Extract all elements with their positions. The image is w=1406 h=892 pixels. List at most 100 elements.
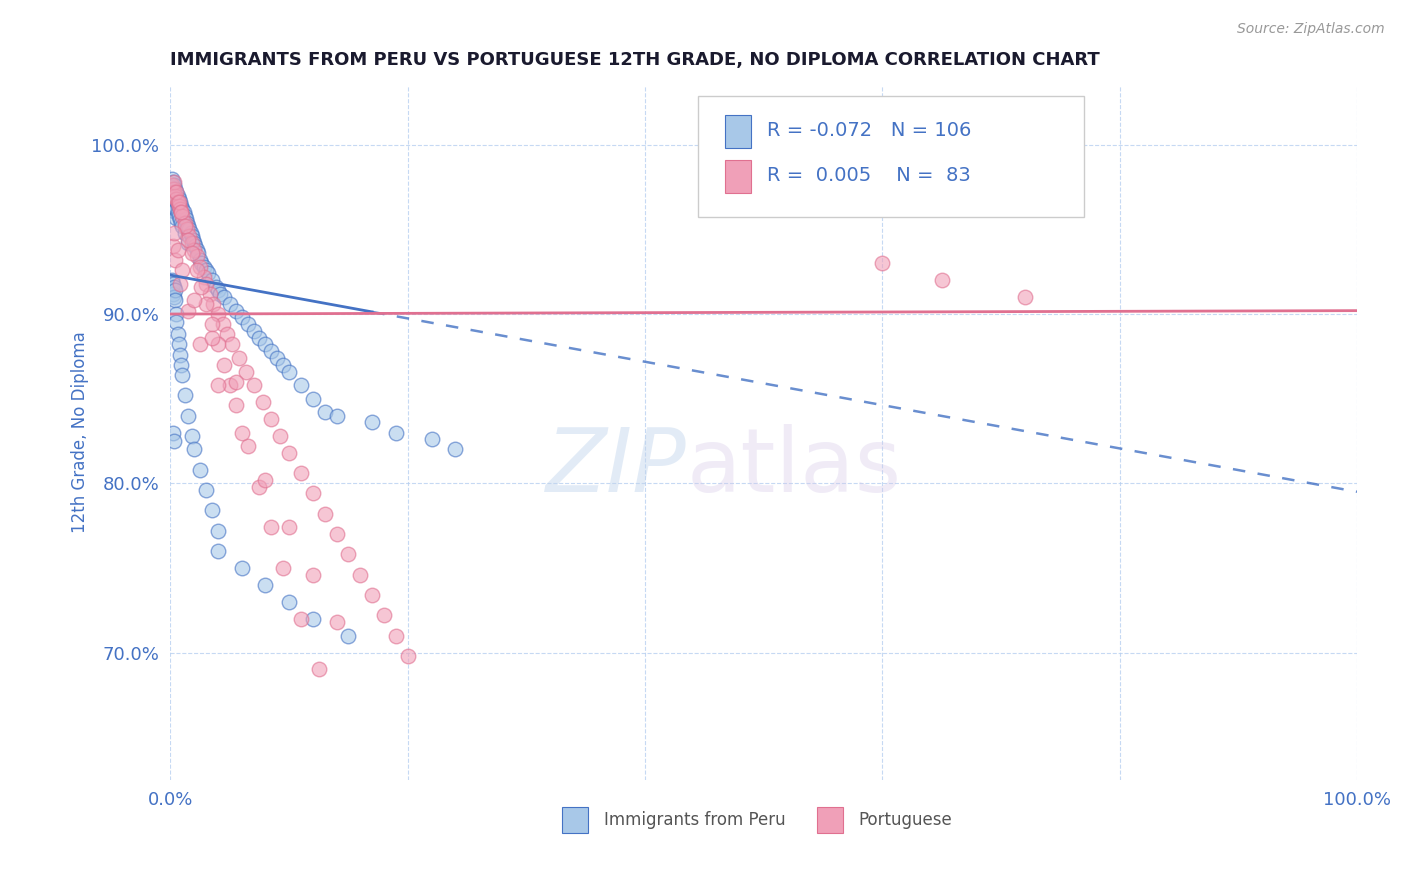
Point: [165, 199, 187, 213]
Point: [207, 283, 229, 297]
Point: [188, 337, 211, 351]
Point: [201, 273, 224, 287]
Point: [184, 239, 207, 253]
Text: R = -0.072   N = 106: R = -0.072 N = 106: [768, 121, 972, 140]
Point: [195, 277, 218, 291]
Point: [236, 317, 259, 331]
Point: [166, 197, 188, 211]
Point: [183, 442, 205, 457]
Point: [162, 239, 184, 253]
Point: [225, 399, 247, 413]
Point: [231, 561, 253, 575]
Point: [872, 256, 894, 270]
Point: [186, 243, 208, 257]
Point: [165, 185, 187, 199]
Point: [163, 203, 186, 218]
Text: ZIP: ZIP: [546, 425, 686, 510]
Point: [337, 629, 360, 643]
Point: [165, 316, 187, 330]
Point: [198, 286, 221, 301]
Point: [166, 188, 188, 202]
Point: [165, 188, 187, 202]
Point: [187, 246, 209, 260]
Point: [228, 351, 250, 365]
Point: [163, 178, 186, 193]
Point: [172, 209, 194, 223]
Point: [172, 219, 194, 233]
Point: [162, 192, 184, 206]
Point: [212, 290, 235, 304]
Text: Portuguese: Portuguese: [859, 811, 952, 829]
Point: [173, 216, 195, 230]
Point: [163, 195, 186, 210]
Point: [183, 293, 205, 308]
Point: [231, 425, 253, 440]
Point: [177, 235, 200, 250]
Point: [420, 432, 443, 446]
Point: [165, 185, 187, 199]
Point: [278, 595, 301, 609]
Point: [169, 348, 191, 362]
Point: [169, 195, 191, 210]
Point: [165, 252, 187, 267]
Point: [207, 337, 229, 351]
Point: [202, 297, 225, 311]
Point: [165, 192, 187, 206]
Point: [163, 186, 186, 201]
Point: [167, 200, 190, 214]
Point: [160, 188, 183, 202]
Point: [266, 351, 288, 365]
Point: [302, 612, 325, 626]
Point: [290, 378, 312, 392]
Point: [160, 197, 183, 211]
Point: [177, 303, 200, 318]
Point: [163, 185, 186, 199]
Point: [242, 378, 264, 392]
Point: [163, 175, 186, 189]
Point: [252, 395, 274, 409]
Text: IMMIGRANTS FROM PERU VS PORTUGUESE 12TH GRADE, NO DIPLOMA CORRELATION CHART: IMMIGRANTS FROM PERU VS PORTUGUESE 12TH …: [170, 51, 1101, 69]
FancyBboxPatch shape: [699, 96, 1084, 218]
Point: [183, 243, 205, 257]
Point: [204, 280, 226, 294]
Bar: [724, 115, 751, 148]
Point: [165, 211, 187, 225]
Point: [190, 280, 212, 294]
Point: [162, 200, 184, 214]
Point: [188, 252, 211, 267]
Point: [1014, 290, 1036, 304]
Point: [254, 578, 277, 592]
Point: [349, 567, 371, 582]
Point: [271, 561, 294, 575]
Point: [385, 629, 408, 643]
Point: [162, 175, 184, 189]
Point: [195, 297, 218, 311]
Point: [162, 182, 184, 196]
Point: [173, 205, 195, 219]
Point: [165, 190, 187, 204]
Point: [235, 365, 257, 379]
Point: [186, 263, 208, 277]
Point: [254, 473, 277, 487]
Point: [302, 392, 325, 406]
Point: [260, 412, 283, 426]
Point: [225, 375, 247, 389]
Point: [218, 378, 240, 392]
Point: [180, 229, 202, 244]
Point: [290, 466, 312, 480]
Point: [180, 246, 202, 260]
Point: [173, 388, 195, 402]
Bar: [817, 806, 844, 833]
Point: [193, 260, 215, 274]
Text: Source: ZipAtlas.com: Source: ZipAtlas.com: [1237, 22, 1385, 37]
Point: [166, 327, 188, 342]
Point: [167, 195, 190, 210]
Point: [217, 327, 239, 342]
Point: [172, 202, 194, 216]
Point: [167, 199, 190, 213]
Point: [396, 648, 419, 663]
Point: [201, 331, 224, 345]
Point: [167, 192, 190, 206]
Point: [254, 337, 277, 351]
Point: [162, 277, 184, 291]
